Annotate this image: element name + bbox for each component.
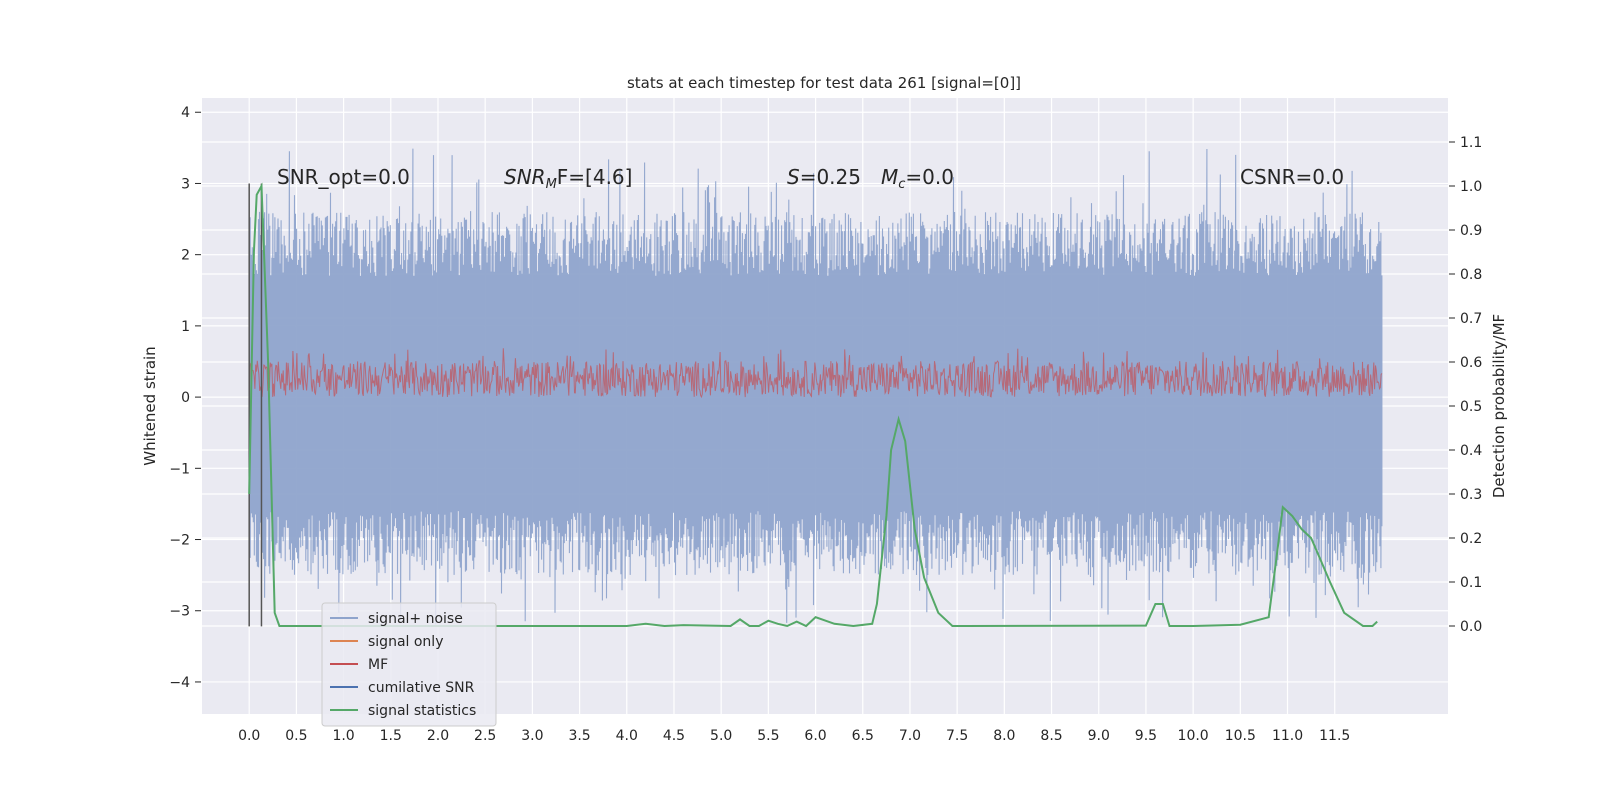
x-tick-label: 1.0 xyxy=(332,728,354,744)
y2-tick-label: 0.3 xyxy=(1460,487,1482,503)
annotation-csnr: CSNR=0.0 xyxy=(1240,165,1344,189)
y2-tick-label: 0.8 xyxy=(1460,267,1482,283)
y-tick-label: 2 xyxy=(181,248,190,264)
x-tick-label: 5.5 xyxy=(757,728,779,744)
x-tick-label: 0.5 xyxy=(285,728,307,744)
y-tick-label: 4 xyxy=(181,105,190,121)
y2-tick-label: 0.5 xyxy=(1460,399,1482,415)
x-tick-label: 2.5 xyxy=(474,728,496,744)
y-tick-label: 1 xyxy=(181,319,190,335)
annotation-snr-opt: SNR_opt=0.0 xyxy=(277,165,410,189)
chart-title: stats at each timestep for test data 261… xyxy=(627,74,1021,92)
y-tick-label: 3 xyxy=(181,176,190,192)
x-tick-label: 7.0 xyxy=(899,728,921,744)
x-tick-label: 3.0 xyxy=(521,728,543,744)
signal-statistics-line xyxy=(248,182,1378,628)
x-tick-label: 5.0 xyxy=(710,728,732,744)
mf-line xyxy=(248,348,1383,399)
mf-series xyxy=(248,348,1383,399)
x-tick-label: 4.5 xyxy=(663,728,685,744)
x-tick-label: 9.5 xyxy=(1135,728,1157,744)
y2-tick-label: 0.9 xyxy=(1460,223,1482,239)
y2-tick-label: 0.7 xyxy=(1460,311,1482,327)
x-tick-label: 11.5 xyxy=(1319,728,1350,744)
y-tick-label: −2 xyxy=(169,533,190,549)
y-tick-label: −1 xyxy=(169,461,190,477)
y2-tick-label: 0.1 xyxy=(1460,575,1482,591)
y-axis-right: 1.1 1.0 0.9 0.8 0.7 0.6 0.5 0.4 0.3 0.2 0.1 0.0 xyxy=(1449,135,1482,635)
vertical-markers xyxy=(248,183,263,627)
x-tick-label: 10.0 xyxy=(1178,728,1209,744)
x-tick-label: 8.5 xyxy=(1040,728,1062,744)
y2-tick-label: 1.1 xyxy=(1460,135,1482,151)
signal-statistics-series xyxy=(248,182,1378,628)
x-tick-label: 8.0 xyxy=(993,728,1015,744)
x-tick-label: 7.5 xyxy=(946,728,968,744)
x-tick-label: 6.0 xyxy=(804,728,826,744)
y-tick-label: −4 xyxy=(169,675,190,691)
y-tick-label: 0 xyxy=(181,390,190,406)
x-tick-label: 4.0 xyxy=(616,728,638,744)
y2-tick-label: 0.0 xyxy=(1460,619,1482,635)
y2-tick-label: 0.6 xyxy=(1460,355,1482,371)
y-tick-label: −3 xyxy=(169,604,190,620)
x-tick-label: 3.5 xyxy=(568,728,590,744)
annotation-mc: Mc=0.0 xyxy=(881,165,954,192)
annotation-s: S=0.25 xyxy=(787,165,861,189)
x-tick-label: 1.5 xyxy=(380,728,402,744)
x-axis: 0.0 0.5 1.0 1.5 2.0 2.5 3.0 3.5 4.0 4.5 5.0 5.5 6.0 6… xyxy=(238,728,1350,744)
legend-label: signal statistics xyxy=(368,703,476,719)
y2-tick-label: 0.4 xyxy=(1460,443,1482,459)
legend-label: signal+ noise xyxy=(368,611,463,627)
x-tick-label: 2.0 xyxy=(427,728,449,744)
x-tick-label: 0.0 xyxy=(238,728,260,744)
legend-label: cumilative SNR xyxy=(368,680,475,696)
y2-tick-label: 1.0 xyxy=(1460,179,1482,195)
legend-label: MF xyxy=(368,657,388,673)
x-tick-label: 10.5 xyxy=(1225,728,1256,744)
y2-tick-label: 0.2 xyxy=(1460,531,1482,547)
x-tick-label: 9.0 xyxy=(1088,728,1110,744)
annotation-snr-mf: SNRMF=[4.6] xyxy=(504,165,632,192)
y-axis-label: Whitened strain xyxy=(141,346,159,465)
y-axis-left: 4 3 2 1 0 −1 −2 −3 −4 xyxy=(169,105,201,691)
legend-label: signal only xyxy=(368,634,443,650)
legend: signal+ noise signal only MF cumilative SNR… xyxy=(321,602,497,727)
x-tick-label: 11.0 xyxy=(1272,728,1303,744)
legend-box xyxy=(321,602,497,727)
y2-axis-label: Detection probability/MF xyxy=(1490,314,1508,498)
x-tick-label: 6.5 xyxy=(852,728,874,744)
